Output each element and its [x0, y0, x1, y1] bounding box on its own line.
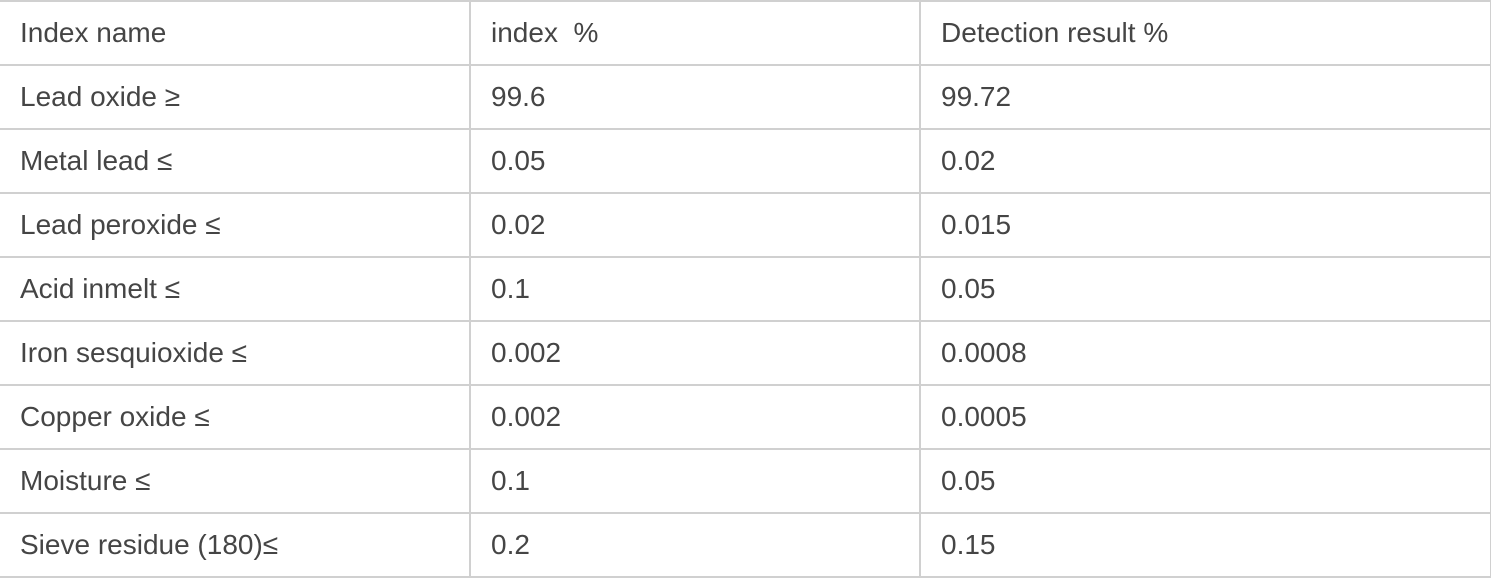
table-row: Lead oxide ≥ 99.6 99.72 — [0, 64, 1491, 130]
table-row: Moisture ≤ 0.1 0.05 — [0, 448, 1491, 514]
cell-index-value: 0.05 — [469, 128, 921, 194]
cell-index-value: 0.1 — [469, 448, 921, 514]
cell-detection-result: 0.0008 — [919, 320, 1491, 386]
table-row: Iron sesquioxide ≤ 0.002 0.0008 — [0, 320, 1491, 386]
cell-index-name: Lead peroxide ≤ — [0, 192, 471, 258]
column-header-index-name: Index name — [0, 0, 471, 66]
cell-index-value: 99.6 — [469, 64, 921, 130]
cell-index-name: Moisture ≤ — [0, 448, 471, 514]
table-row: Sieve residue (180)≤ 0.2 0.15 — [0, 512, 1491, 578]
cell-detection-result: 99.72 — [919, 64, 1491, 130]
cell-index-name: Iron sesquioxide ≤ — [0, 320, 471, 386]
cell-index-value: 0.002 — [469, 384, 921, 450]
cell-index-name: Copper oxide ≤ — [0, 384, 471, 450]
cell-index-value: 0.1 — [469, 256, 921, 322]
cell-index-name: Lead oxide ≥ — [0, 64, 471, 130]
cell-index-value: 0.2 — [469, 512, 921, 578]
table-row: Metal lead ≤ 0.05 0.02 — [0, 128, 1491, 194]
cell-index-name: Metal lead ≤ — [0, 128, 471, 194]
table-row: Acid inmelt ≤ 0.1 0.05 — [0, 256, 1491, 322]
cell-index-name: Acid inmelt ≤ — [0, 256, 471, 322]
cell-detection-result: 0.15 — [919, 512, 1491, 578]
cell-index-name: Sieve residue (180)≤ — [0, 512, 471, 578]
cell-detection-result: 0.05 — [919, 448, 1491, 514]
table-row: Copper oxide ≤ 0.002 0.0005 — [0, 384, 1491, 450]
cell-index-value: 0.002 — [469, 320, 921, 386]
cell-detection-result: 0.0005 — [919, 384, 1491, 450]
cell-detection-result: 0.015 — [919, 192, 1491, 258]
cell-index-value: 0.02 — [469, 192, 921, 258]
cell-detection-result: 0.05 — [919, 256, 1491, 322]
header-row: Index name index % Detection result % — [0, 0, 1491, 66]
table-row: Lead peroxide ≤ 0.02 0.015 — [0, 192, 1491, 258]
column-header-detection-result: Detection result % — [919, 0, 1491, 66]
column-header-index-percent: index % — [469, 0, 921, 66]
cell-detection-result: 0.02 — [919, 128, 1491, 194]
